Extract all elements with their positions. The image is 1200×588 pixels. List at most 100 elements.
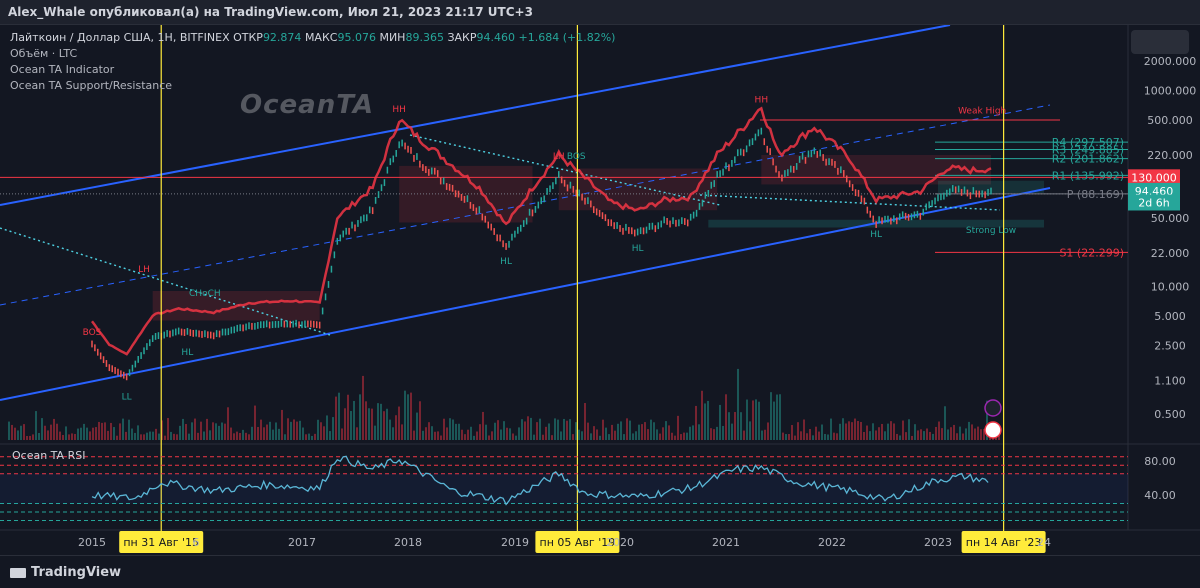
volume-bar	[134, 432, 136, 440]
volume-bar	[107, 430, 109, 440]
channel-upper-line[interactable]	[0, 25, 951, 206]
flash-icon[interactable]	[984, 399, 1002, 417]
date-marker-badge[interactable]	[961, 531, 1046, 553]
structure-label: BOS	[567, 152, 586, 162]
volume-bar	[101, 422, 103, 440]
volume-bar	[950, 427, 952, 440]
volume-bar	[284, 434, 286, 440]
date-marker-badge[interactable]	[535, 531, 620, 553]
volume-bar	[296, 421, 298, 440]
volume-bar	[545, 426, 547, 440]
volume-bar	[872, 423, 874, 440]
volume-bar	[878, 427, 880, 440]
volume-bar	[869, 431, 871, 440]
volume-bar	[734, 412, 736, 440]
volume-bar	[629, 420, 631, 440]
structure-label: BOS	[83, 328, 102, 338]
volume-bar	[218, 425, 220, 440]
volume-bar	[323, 426, 325, 440]
footer-bar	[0, 555, 1200, 588]
volume-bar	[737, 368, 739, 440]
volume-bar	[947, 429, 949, 440]
volume-bar	[116, 435, 118, 440]
volume-bar	[131, 428, 133, 440]
volume-bar	[59, 431, 61, 440]
volume-bar	[473, 435, 475, 440]
volume-bar	[839, 423, 841, 440]
volume-bar	[227, 407, 229, 440]
volume-bar	[371, 408, 373, 440]
indicator-volume[interactable]: Объём · LTC	[10, 47, 78, 60]
volume-bar	[83, 423, 85, 440]
price-tag[interactable]	[1128, 194, 1180, 211]
volume-bar	[347, 394, 349, 440]
volume-bar	[704, 403, 706, 440]
price-tick-label: 5.000	[1154, 310, 1186, 323]
volume-bar	[578, 429, 580, 440]
volume-bar	[542, 434, 544, 440]
dotted-support-line[interactable]	[699, 194, 1001, 211]
volume-bar	[350, 411, 352, 440]
volume-bar	[140, 434, 142, 440]
volume-bar	[971, 424, 973, 440]
volume-bar	[380, 403, 382, 440]
volume-bar	[470, 426, 472, 440]
volume-bar	[461, 429, 463, 440]
channel-mid-line[interactable]	[0, 104, 1051, 306]
volume-bar	[401, 424, 403, 440]
volume-bar	[92, 427, 94, 440]
volume-bar	[362, 375, 364, 440]
volume-bar	[209, 430, 211, 440]
date-marker-badge[interactable]	[119, 531, 204, 553]
pivot-label: P (88.169)	[1067, 188, 1124, 201]
chart-legend: Лайткоин / Доллар США, 1Н, BITFINEX ОТКР…	[10, 30, 615, 94]
pivot-label: R3 (249.885)	[1052, 144, 1124, 157]
scale-toggle-button[interactable]	[1131, 30, 1189, 54]
volume-bar	[485, 424, 487, 440]
volume-bar	[680, 434, 682, 440]
volume-bar	[560, 431, 562, 440]
volume-bar	[653, 422, 655, 440]
volume-bar	[953, 424, 955, 440]
channel-lower-line[interactable]	[0, 187, 1051, 401]
indicator-ocean-ta[interactable]: Ocean TA Indicator	[10, 63, 115, 76]
volume-bar	[656, 429, 658, 440]
volume-bar	[941, 428, 943, 440]
volume-bar	[527, 416, 529, 440]
volume-bar	[563, 418, 565, 440]
volume-bar	[215, 423, 217, 440]
pivot-label: R4 (297.507)	[1052, 136, 1124, 149]
volume-bar	[536, 422, 538, 440]
volume-bar	[458, 423, 460, 440]
oceanta-watermark: OceanTA	[240, 90, 375, 120]
time-tick-label: 2020	[606, 536, 634, 549]
volume-bar	[476, 431, 478, 440]
volume-bar	[962, 433, 964, 440]
volume-bar	[212, 422, 214, 440]
volume-bar	[926, 428, 928, 440]
volume-bar	[155, 428, 157, 440]
volume-bar	[881, 423, 883, 440]
volume-bar	[776, 394, 778, 440]
volume-bar	[581, 431, 583, 440]
volume-bar	[845, 423, 847, 440]
volume-bar	[710, 428, 712, 440]
price-tag[interactable]	[1128, 169, 1180, 186]
rsi-panel-title[interactable]: Ocean TA RSI	[12, 449, 86, 462]
volume-bar	[518, 427, 520, 440]
volume-bar	[254, 405, 256, 440]
structure-label: HL	[181, 348, 193, 358]
volume-bar	[203, 431, 205, 440]
volume-bar	[713, 429, 715, 440]
volume-bar	[548, 423, 550, 440]
volume-bar	[443, 418, 445, 440]
indicator-support-resistance[interactable]: Ocean TA Support/Resistance	[10, 79, 173, 92]
rsi-line[interactable]	[91, 455, 989, 506]
volume-bar	[752, 400, 754, 440]
volume-bar	[743, 430, 745, 440]
volume-bar	[32, 434, 34, 440]
us-flag-icon[interactable]	[984, 421, 1002, 439]
volume-bar	[23, 424, 25, 440]
volume-bar	[662, 427, 664, 440]
